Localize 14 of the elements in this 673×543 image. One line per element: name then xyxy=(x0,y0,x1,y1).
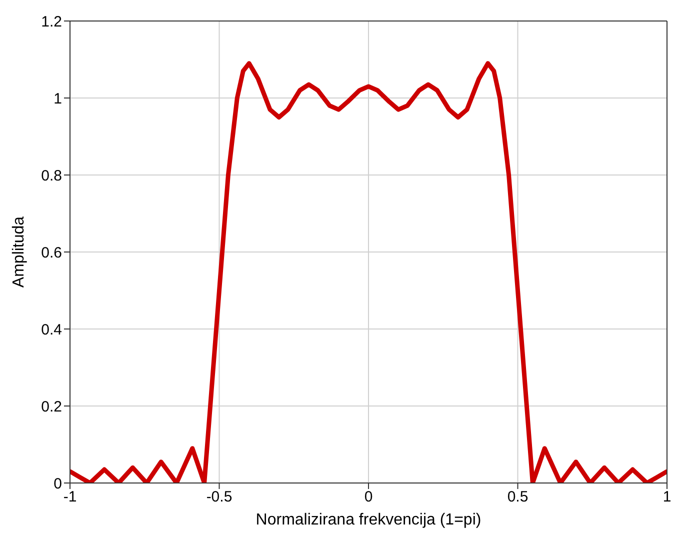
y-axis-title: Amplituda xyxy=(10,216,28,288)
y-tick-label: 0 xyxy=(54,475,62,492)
x-tick-label: -0.5 xyxy=(206,488,232,506)
y-tick-label: 0.2 xyxy=(41,398,62,416)
y-tick-label: 1 xyxy=(54,90,62,108)
y-tick-label: 0.4 xyxy=(41,321,62,338)
x-tick-label: 1 xyxy=(662,488,672,506)
x-axis-title: Normalizirana frekvencija (1=pi) xyxy=(256,511,482,528)
x-tick-label: 0 xyxy=(364,488,373,506)
x-tick-label: -1 xyxy=(63,488,77,506)
y-tick-label: 1.2 xyxy=(41,13,62,30)
x-tick-label: 0.5 xyxy=(507,488,528,506)
y-tick-label: 0.8 xyxy=(41,167,62,184)
y-tick-label: 0.6 xyxy=(41,244,62,262)
